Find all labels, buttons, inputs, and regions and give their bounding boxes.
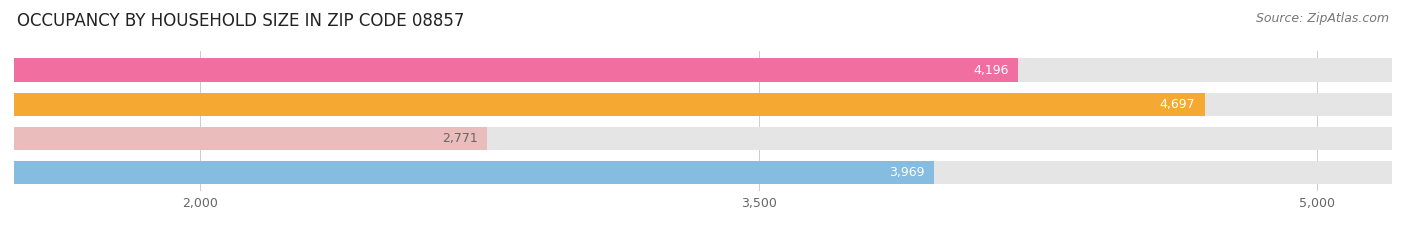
Bar xyxy=(0,58,1392,82)
Text: 4,697: 4,697 xyxy=(1160,98,1195,111)
Text: 4,196: 4,196 xyxy=(973,64,1008,76)
Bar xyxy=(0,93,1205,116)
Bar xyxy=(0,58,1018,82)
Bar xyxy=(0,127,1392,150)
Text: Source: ZipAtlas.com: Source: ZipAtlas.com xyxy=(1256,12,1389,25)
Bar xyxy=(0,127,488,150)
Bar xyxy=(0,161,1392,184)
Bar xyxy=(0,161,934,184)
Text: 2,771: 2,771 xyxy=(443,132,478,145)
Bar xyxy=(0,93,1392,116)
Text: 3,969: 3,969 xyxy=(889,166,924,179)
Text: OCCUPANCY BY HOUSEHOLD SIZE IN ZIP CODE 08857: OCCUPANCY BY HOUSEHOLD SIZE IN ZIP CODE … xyxy=(17,12,464,30)
